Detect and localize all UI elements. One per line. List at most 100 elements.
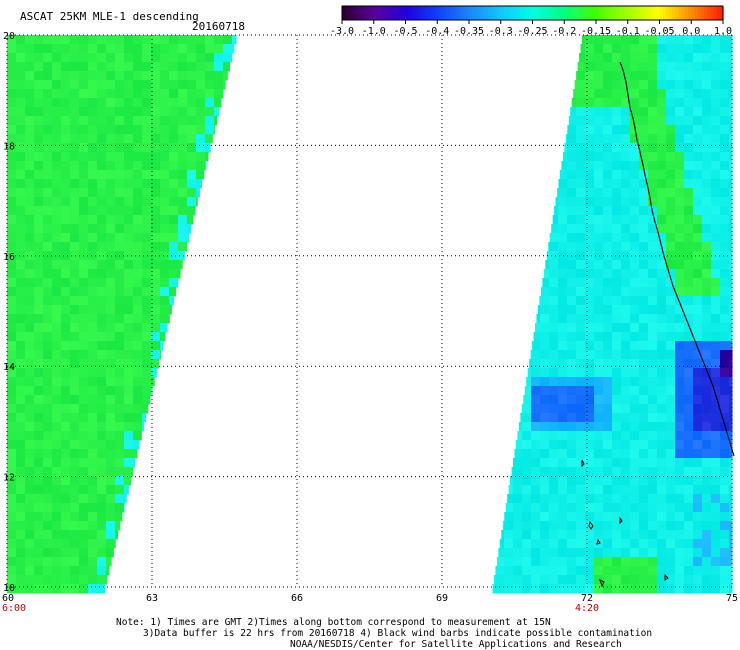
swath-cell (61, 251, 71, 261)
swath-cell (666, 557, 676, 567)
swath-cell (513, 467, 523, 477)
swath-cell (729, 305, 733, 315)
swath-cell (88, 494, 98, 504)
swath-cell (70, 305, 80, 315)
swath-cell (151, 233, 161, 243)
swath-cell (25, 161, 35, 171)
swath-cell (61, 422, 71, 432)
swath-cell (169, 188, 179, 198)
swath-cell (196, 152, 206, 162)
swath-cell (540, 395, 550, 405)
swath-cell (567, 557, 577, 567)
swath-cell (675, 188, 685, 198)
swath-cell (630, 98, 640, 108)
swath-cell (684, 107, 694, 117)
swath-cell (133, 395, 143, 405)
swath-cell (729, 404, 733, 414)
swath-cell (61, 503, 71, 513)
swath-cell (16, 314, 26, 324)
swath-cell (666, 53, 676, 63)
colorbar-cell (418, 6, 422, 20)
swath-cell (52, 89, 62, 99)
swath-cell (621, 35, 631, 45)
swath-cell (124, 485, 129, 495)
swath-cell (621, 494, 631, 504)
swath-cell (540, 323, 550, 333)
swath-cell (34, 143, 44, 153)
swath-cell (25, 98, 35, 108)
swath-cell (115, 44, 125, 54)
swath-cell (115, 467, 125, 477)
swath-cell (25, 278, 35, 288)
colorbar-cell (713, 6, 718, 20)
swath-cell (25, 107, 35, 117)
swath-cell (612, 116, 622, 126)
swath-cell (693, 440, 703, 450)
swath-cell (106, 71, 116, 81)
swath-cell (702, 134, 712, 144)
swath-cell (16, 296, 26, 306)
swath-cell (522, 539, 532, 549)
swath-cell (106, 53, 116, 63)
swath-cell (630, 386, 640, 396)
swath-cell (675, 530, 685, 540)
swath-cell (603, 341, 613, 351)
swath-cell (639, 395, 649, 405)
swath-cell (70, 359, 80, 369)
swath-cell (52, 422, 62, 432)
swath-cell (25, 566, 35, 576)
swath-cell (720, 458, 730, 468)
swath-cell (639, 215, 649, 225)
swath-cell (585, 62, 595, 72)
swath-cell (594, 557, 604, 567)
swath-cell (115, 458, 125, 468)
swath-cell (585, 71, 595, 81)
swath-cell (106, 314, 116, 324)
swath-cell (106, 530, 116, 540)
swath-cell (666, 359, 676, 369)
swath-cell (657, 449, 667, 459)
swath-cell (520, 413, 523, 423)
swath-cell (142, 152, 152, 162)
swath-cell (729, 98, 733, 108)
swath-cell (88, 62, 98, 72)
swath-cell (594, 566, 604, 576)
gridlines (6, 34, 733, 588)
colorbar-cell (637, 6, 642, 20)
swath-cell (34, 377, 44, 387)
swath-cell (621, 215, 631, 225)
swath-cell (70, 350, 80, 360)
swath-cell (630, 233, 640, 243)
swath-cell (630, 35, 640, 45)
swath-cell (558, 422, 568, 432)
swath-cell (97, 260, 107, 270)
swath-cell (567, 404, 577, 414)
swath-cell (612, 530, 622, 540)
swath-cell (567, 161, 577, 171)
swath-cell (7, 395, 17, 405)
swath-cell (61, 521, 71, 531)
colorbar-cell (630, 6, 635, 20)
swath-cell (603, 143, 613, 153)
swath-cell (576, 584, 586, 594)
swath-cell (576, 413, 586, 423)
colorbar-cell (459, 6, 464, 20)
swath-cell (16, 539, 26, 549)
swath-cell (576, 98, 586, 108)
swath-cell (160, 143, 170, 153)
swath-cell (151, 98, 161, 108)
swath-cell (115, 242, 125, 252)
swath-cell (79, 431, 89, 441)
swath-cell (675, 161, 685, 171)
swath-cell (702, 197, 712, 207)
swath-cell (585, 404, 595, 414)
swath-cell (61, 134, 71, 144)
swath-cell (106, 35, 116, 45)
swath-cell (142, 422, 144, 432)
swath-cell (720, 251, 730, 261)
swath-cell (70, 503, 80, 513)
swath-cell (504, 512, 514, 522)
swath-cell (540, 440, 550, 450)
swath-cell (133, 296, 143, 306)
swath-cell (603, 359, 613, 369)
